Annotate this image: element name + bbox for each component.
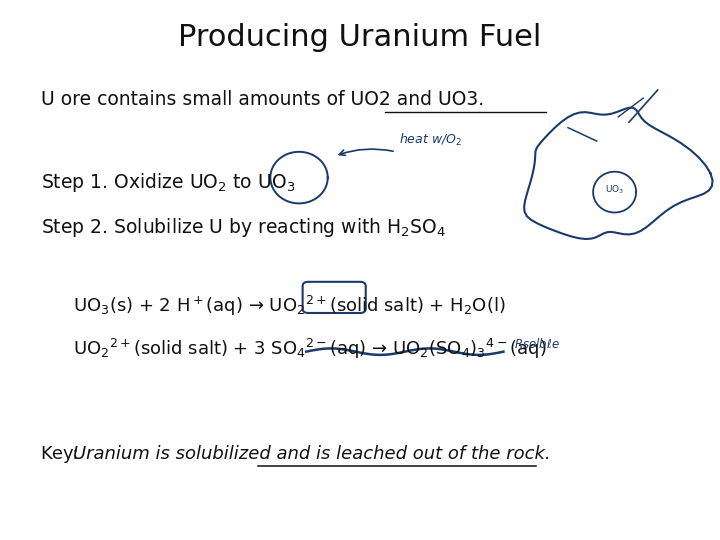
Text: UO$_2$$^{2+}$(solid salt) + 3 SO$_4$$^{2-}$(aq) → UO$_2$(SO$_4$)$_3$$^{4-}$(aq): UO$_2$$^{2+}$(solid salt) + 3 SO$_4$$^{2… [73, 337, 546, 361]
Text: UO$_3$: UO$_3$ [605, 183, 624, 195]
Text: U ore contains small amounts of UO2 and UO3.: U ore contains small amounts of UO2 and … [41, 90, 484, 109]
Text: Key:: Key: [41, 444, 84, 463]
Text: Step 2. Solubilize U by reacting with H$_2$SO$_4$: Step 2. Solubilize U by reacting with H$… [41, 217, 446, 239]
Text: $\mathit{Rsolb\ell e}$: $\mathit{Rsolb\ell e}$ [514, 337, 560, 351]
Text: UO$_3$(s) + 2 H$^+$(aq) → UO$_2$$^{2+}$(solid salt) + H$_2$O(l): UO$_3$(s) + 2 H$^+$(aq) → UO$_2$$^{2+}$(… [73, 294, 505, 318]
Text: Step 1. Oxidize UO$_2$ to UO$_3$: Step 1. Oxidize UO$_2$ to UO$_3$ [41, 171, 295, 194]
Text: Uranium is solubilized and is leached out of the rock.: Uranium is solubilized and is leached ou… [73, 444, 551, 463]
Text: Producing Uranium Fuel: Producing Uranium Fuel [179, 23, 541, 52]
Text: heat w/O$_2$: heat w/O$_2$ [400, 132, 462, 148]
